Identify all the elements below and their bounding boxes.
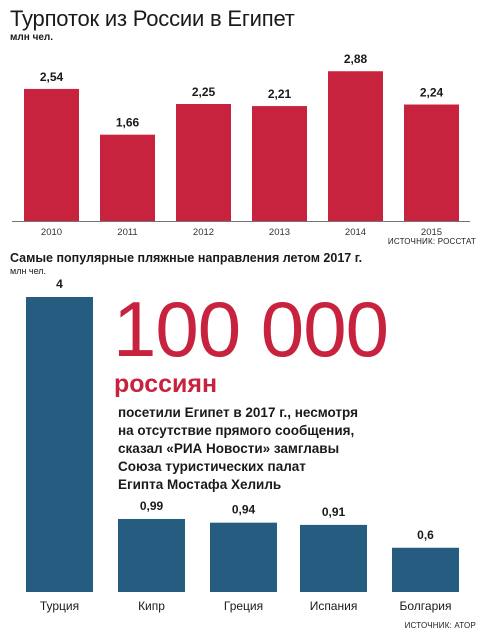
chart1-value-label: 2,88: [344, 52, 368, 66]
chart1-bar: [176, 104, 231, 221]
callout-text: посетили Египет в 2017 г., несмотря на о…: [118, 404, 448, 494]
chart1-source: ИСТОЧНИК: РОССТАТ: [387, 237, 476, 246]
chart1-value-label: 2,21: [268, 87, 292, 101]
chart1-bar: [404, 104, 459, 221]
callout-word: россиян: [114, 370, 218, 398]
chart2-value-label: 0,94: [232, 503, 256, 517]
chart2-tick-label: Греция: [224, 599, 263, 613]
chart1-tick-label: 2012: [193, 227, 214, 238]
chart2-value-label: 4: [56, 277, 63, 291]
chart2-bar: [118, 518, 185, 592]
chart1-tick-label: 2010: [41, 227, 62, 238]
chart-title: Турпоток из России в Египет: [10, 6, 295, 31]
chart1-tick-label: 2014: [345, 227, 366, 238]
chart1-tick-label: 2011: [117, 227, 137, 238]
chart2-source: ИСТОЧНИК: АТОР: [404, 621, 476, 630]
chart2-subtitle: Самые популярные пляжные направления лет…: [10, 251, 363, 265]
chart2-value-label: 0,91: [322, 505, 346, 519]
callout-line: сказал «РИА Новости» замглавы: [118, 441, 340, 456]
chart1-unit-label: млн чел.: [10, 32, 54, 43]
chart2-value-label: 0,99: [140, 499, 164, 513]
chart1-bar: [328, 71, 383, 222]
chart1-value-label: 2,24: [420, 86, 444, 100]
chart1-bar: [100, 134, 155, 221]
callout-number: 100 000: [113, 285, 389, 373]
callout-line: Союза туристических палат: [118, 459, 306, 474]
chart1-tick-label: 2013: [269, 227, 290, 238]
chart1-value-label: 1,66: [116, 116, 140, 130]
chart2-bar: [392, 547, 459, 592]
chart1-value-label: 2,54: [40, 70, 64, 84]
chart1-value-label: 2,25: [192, 85, 216, 99]
chart1-tick-label: 2015: [421, 227, 442, 238]
chart1-svg: 2,54 2010 1,66 2011 2,25 2012 2,21 2013 2,88 2014…: [12, 52, 470, 238]
callout-line: посетили Египет в 2017 г., несмотря: [118, 405, 358, 420]
chart2-value-label: 0,6: [417, 528, 434, 542]
chart2-tick-label: Турция: [40, 599, 79, 613]
chart2-bar: [300, 524, 367, 592]
callout-line: Египта Мостафа Хелиль: [118, 477, 282, 492]
chart2-tick-label: Испания: [310, 599, 358, 613]
chart2-unit-label: млн чел.: [10, 266, 47, 276]
chart2-tick-label: Болгария: [400, 599, 452, 613]
chart2-bar: [26, 297, 93, 592]
chart2-bar: [210, 522, 277, 592]
chart2-tick-label: Кипр: [138, 599, 165, 613]
chart1-bar: [252, 106, 307, 221]
chart1-bar: [24, 88, 79, 221]
callout-line: на отсутствие прямого сообщения,: [118, 423, 355, 438]
